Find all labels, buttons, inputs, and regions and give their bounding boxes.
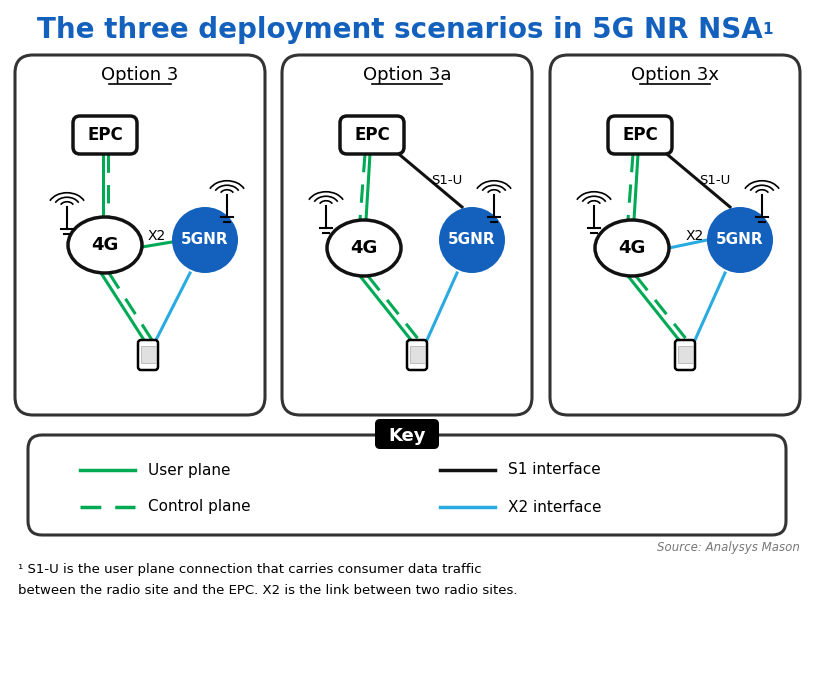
Text: 1: 1: [762, 22, 773, 37]
Text: X2 interface: X2 interface: [508, 500, 601, 515]
FancyBboxPatch shape: [282, 55, 532, 415]
Text: X2: X2: [148, 229, 166, 243]
Text: Key: Key: [388, 427, 425, 445]
Text: Control plane: Control plane: [148, 500, 251, 515]
Text: 4G: 4G: [91, 236, 119, 254]
Circle shape: [439, 207, 505, 273]
Text: S1-U: S1-U: [431, 173, 463, 186]
FancyBboxPatch shape: [138, 340, 158, 370]
Text: 5GNR: 5GNR: [716, 232, 764, 248]
Ellipse shape: [595, 220, 669, 276]
FancyBboxPatch shape: [73, 116, 137, 154]
FancyBboxPatch shape: [15, 55, 265, 415]
FancyBboxPatch shape: [407, 340, 427, 370]
Ellipse shape: [327, 220, 401, 276]
Text: User plane: User plane: [148, 462, 231, 477]
Text: EPC: EPC: [622, 126, 658, 144]
Circle shape: [172, 207, 238, 273]
Text: Source: Analysys Mason: Source: Analysys Mason: [657, 542, 800, 554]
Text: S1-U: S1-U: [699, 173, 730, 186]
Circle shape: [707, 207, 773, 273]
Bar: [677, 346, 693, 363]
Text: ¹ S1-U is the user plane connection that carries consumer data traffic: ¹ S1-U is the user plane connection that…: [18, 563, 482, 577]
FancyBboxPatch shape: [28, 435, 786, 535]
FancyBboxPatch shape: [550, 55, 800, 415]
Text: 4G: 4G: [619, 239, 645, 257]
Text: between the radio site and the EPC. X2 is the link between two radio sites.: between the radio site and the EPC. X2 i…: [18, 584, 518, 596]
FancyBboxPatch shape: [375, 419, 439, 449]
Text: 4G: 4G: [350, 239, 377, 257]
Bar: [140, 346, 156, 363]
Text: S1 interface: S1 interface: [508, 462, 601, 477]
Text: 5GNR: 5GNR: [181, 232, 229, 248]
Ellipse shape: [68, 217, 142, 273]
FancyBboxPatch shape: [340, 116, 404, 154]
Text: 5GNR: 5GNR: [448, 232, 496, 248]
Text: Option 3x: Option 3x: [631, 66, 719, 84]
FancyBboxPatch shape: [675, 340, 695, 370]
FancyBboxPatch shape: [608, 116, 672, 154]
Text: Option 3a: Option 3a: [363, 66, 452, 84]
Text: The three deployment scenarios in 5G NR NSA: The three deployment scenarios in 5G NR …: [37, 16, 763, 44]
Text: EPC: EPC: [355, 126, 390, 144]
Bar: [409, 346, 425, 363]
Text: X2: X2: [686, 229, 704, 243]
Text: EPC: EPC: [87, 126, 123, 144]
Text: Option 3: Option 3: [101, 66, 178, 84]
